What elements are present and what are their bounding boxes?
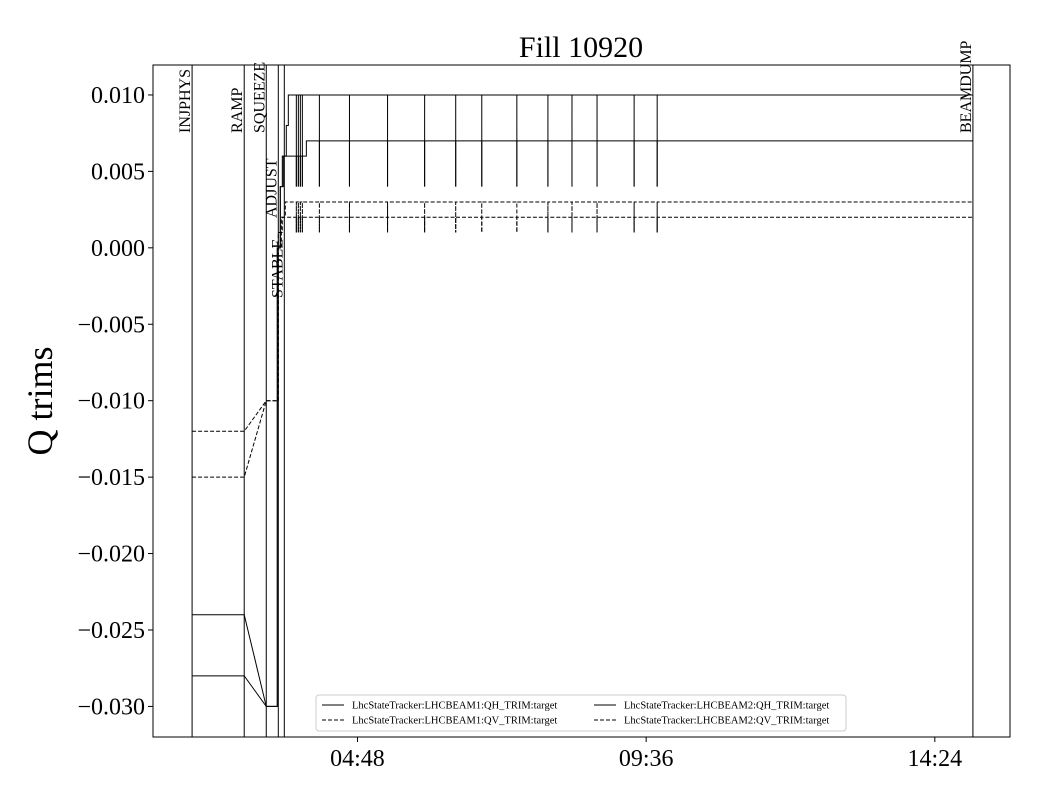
- y-tick-label: 0.000: [91, 236, 145, 262]
- x-tick-label: 14:24: [907, 746, 962, 772]
- legend: LhcStateTracker:LHCBEAM1:QH_TRIM:target L…: [315, 694, 847, 732]
- x-tick-label: 09:36: [619, 746, 674, 772]
- y-tick-label: −0.010: [77, 389, 145, 415]
- y-tick-label: −0.025: [77, 618, 145, 644]
- state-label-adjust: ADJUST: [263, 158, 280, 218]
- y-axis-label: Q trims: [20, 346, 60, 455]
- y-tick-label: −0.020: [77, 542, 145, 568]
- y-tick-label: −0.015: [77, 465, 145, 491]
- legend-entry-3: LhcStateTracker:LHCBEAM2:QH_TRIM:target: [624, 701, 829, 712]
- state-label-ramp: RAMP: [229, 88, 246, 133]
- state-label-injphys: INJPHYS: [177, 69, 194, 133]
- legend-entry-2: LhcStateTracker:LHCBEAM1:QV_TRIM:target: [352, 716, 557, 727]
- series-line-2: [192, 201, 973, 432]
- x-tick-label: 04:48: [330, 746, 385, 772]
- state-label-squeeze: SQUEEZE: [251, 62, 268, 133]
- chart-title: Fill 10920: [519, 31, 643, 64]
- x-axis: 04:48 09:36 14:24: [330, 737, 962, 772]
- legend-entry-1: LhcStateTracker:LHCBEAM1:QH_TRIM:target: [352, 701, 557, 712]
- series-line-1: [192, 94, 973, 707]
- legend-entry-4: LhcStateTracker:LHCBEAM2:QV_TRIM:target: [624, 716, 829, 727]
- series-line-3: [192, 140, 973, 707]
- y-tick-label: 0.005: [91, 159, 145, 185]
- y-tick-label: 0.010: [91, 83, 145, 109]
- y-tick-label: −0.030: [77, 694, 145, 720]
- axes-frame: [152, 64, 1011, 738]
- series-line-4: [192, 216, 973, 478]
- y-tick-label: −0.005: [77, 312, 145, 338]
- legend-frame: [315, 694, 847, 732]
- y-axis: 0.010 0.005 0.000 −0.005 −0.010 −0.015 −0.020 −…: [77, 83, 153, 720]
- state-label-beamdump: BEAMDUMP: [958, 40, 975, 133]
